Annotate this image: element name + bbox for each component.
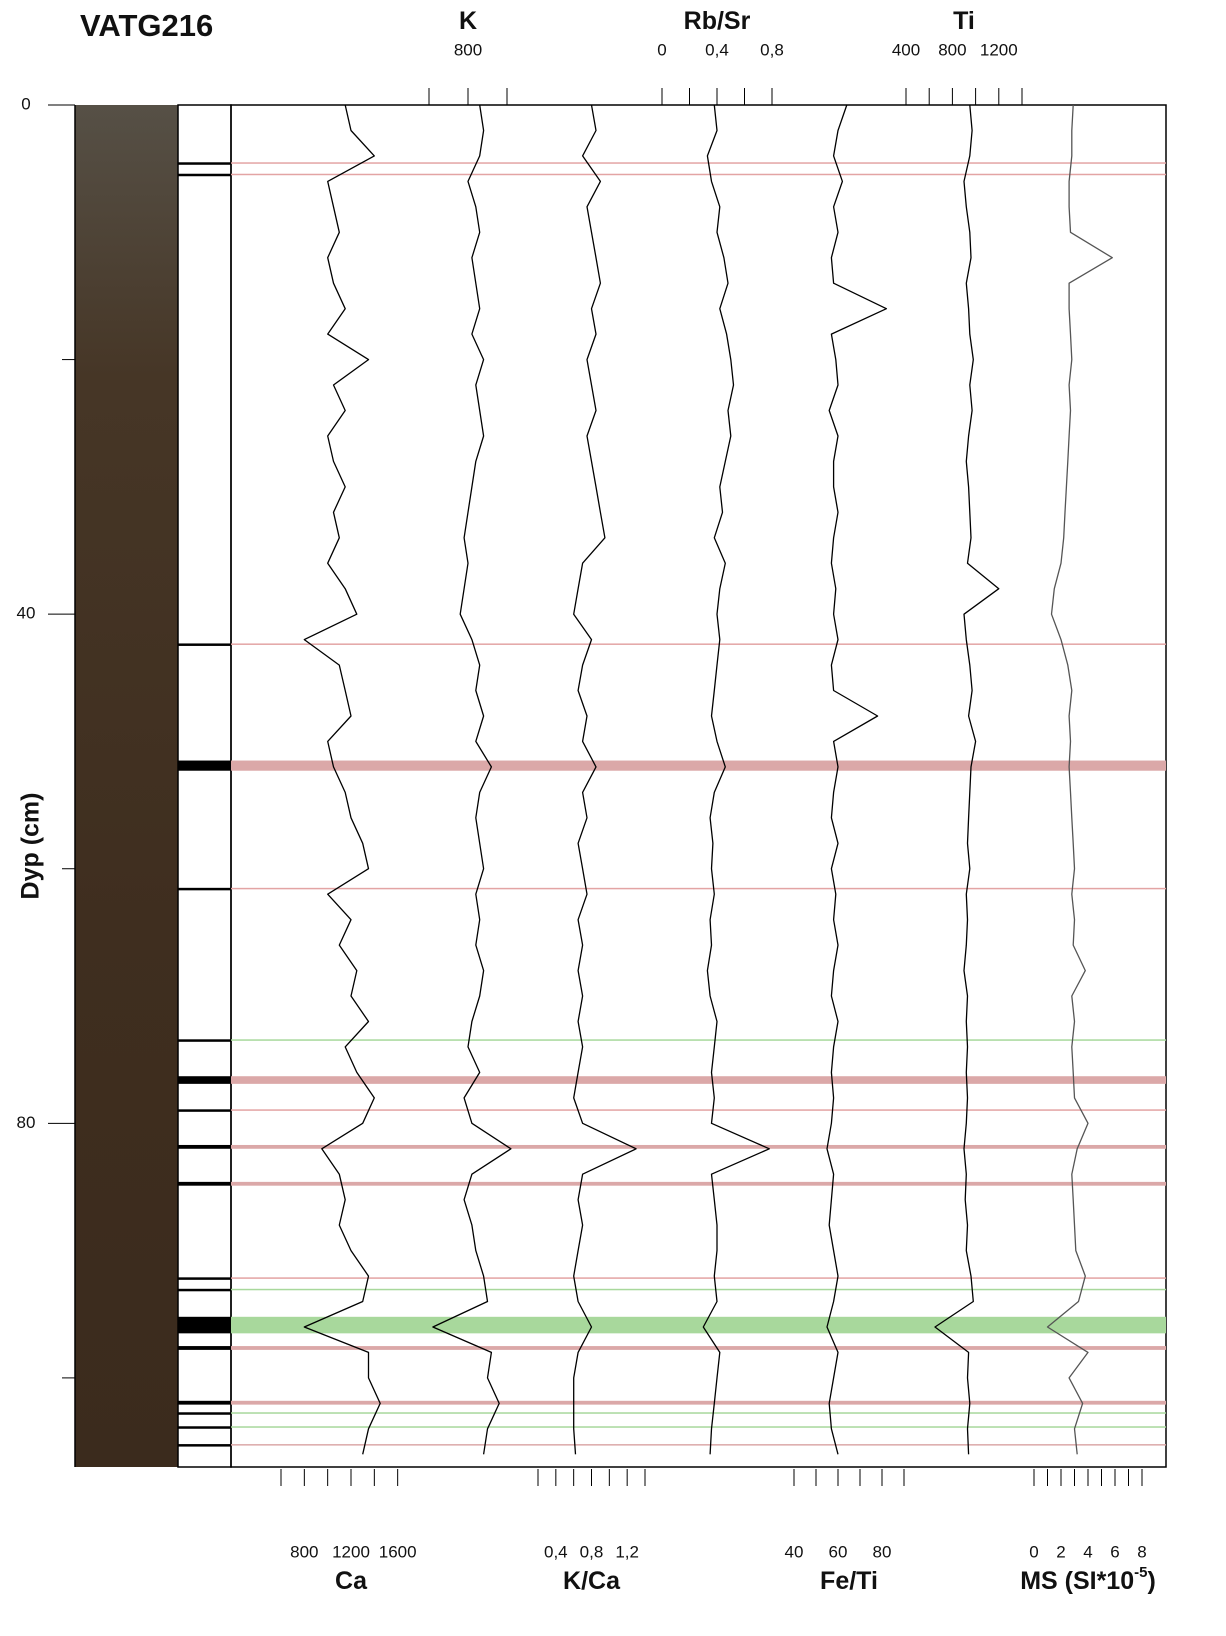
track-label: K [459,7,477,35]
track-label-part: -5 [1134,1564,1147,1581]
event-band [231,1288,1166,1291]
lithology-layer [178,162,231,165]
event-band [231,1039,1166,1041]
event-band [231,1144,1166,1149]
event-band [231,1109,1166,1111]
track-label-part: Ti [953,7,975,35]
lithology-layer [178,760,231,771]
lithology-layer [178,643,231,646]
track-label: Fe/Ti [820,1567,878,1595]
track-label: Ca [335,1567,368,1595]
x-tick-label: 0,8 [760,40,784,59]
track-label-part: Rb/Sr [684,7,751,35]
x-tick-label: 8 [1137,1542,1146,1561]
event-band [231,1181,1166,1186]
x-tick-label: 1,2 [615,1542,639,1561]
event-band [231,1316,1166,1334]
x-tick-label: 800 [290,1542,318,1561]
x-tick-label: 1200 [980,40,1018,59]
chart-title: VATG216 [80,8,213,43]
curve [303,104,381,1455]
lithology-layer [178,1346,231,1350]
lithology-layer [178,1277,231,1280]
track-label-part: Fe/Ti [820,1567,878,1595]
track-label: MS (SI*10-5) [1020,1564,1156,1595]
event-band [231,1076,1166,1084]
x-tick-label: 40 [785,1542,804,1561]
x-tick-label: 80 [873,1542,892,1561]
curve [702,104,770,1455]
x-tick-label: 0,4 [705,40,729,59]
event-band [231,162,1166,164]
x-tick-label: 800 [938,40,966,59]
event-band [231,1277,1166,1279]
track-label-part: K/Ca [563,1567,621,1595]
lithology-column [177,104,232,1468]
track-label-part: ) [1147,1567,1155,1595]
y-axis-label: Dyp (cm) [17,793,45,900]
event-band [231,1444,1166,1446]
curve [826,104,888,1455]
lithology-layer [178,1181,231,1186]
curve [573,104,637,1455]
lithology-layer [178,1316,231,1334]
lithology-layer [178,1400,231,1405]
event-band [231,173,1166,176]
lithology-layer [178,1412,231,1415]
x-tick-label: 2 [1056,1542,1065,1561]
x-tick-label: 0 [657,40,666,59]
x-tick-label: 1600 [379,1542,417,1561]
plot-frame [230,104,1167,1468]
x-tick-label: 0,4 [544,1542,568,1561]
lithology-layer [178,173,231,177]
lithology-layer [178,1109,231,1112]
x-tick-label: 400 [892,40,920,59]
curve [1046,104,1113,1455]
event-band [231,1400,1166,1405]
x-tick-label: 6 [1110,1542,1119,1561]
event-band [231,1346,1166,1350]
lithology-layer [178,1444,231,1447]
track-label-part: MS (SI*10 [1020,1567,1134,1595]
track-label-part: K [459,7,477,35]
x-tick-label: 1200 [332,1542,370,1561]
y-tick-label: 0 [21,94,30,113]
lithology-layer [178,887,231,891]
x-tick-label: 4 [1083,1542,1092,1561]
curve [934,104,1000,1455]
x-tick-label: 800 [454,40,482,59]
lithology-layer [178,1039,231,1042]
y-tick-label: 80 [17,1113,36,1132]
lithology-layer [178,1288,231,1292]
event-band [231,643,1166,645]
track-label: K/Ca [563,1567,621,1595]
lithology-layer [178,1076,231,1084]
track-label: Ti [953,7,975,35]
track-label-part: Ca [335,1567,368,1595]
x-tick-label: 0 [1029,1542,1038,1561]
curve [432,104,512,1455]
track-label: Rb/Sr [684,7,751,35]
event-band [231,1426,1166,1428]
y-tick-label: 40 [17,604,36,623]
event-band [231,760,1166,771]
lithology-layer [178,1426,231,1429]
event-band [231,887,1166,890]
core-photo [75,105,178,1467]
x-tick-label: 60 [829,1542,848,1561]
event-band [231,1412,1166,1414]
x-tick-label: 0,8 [580,1542,604,1561]
lithology-layer [178,1144,231,1149]
